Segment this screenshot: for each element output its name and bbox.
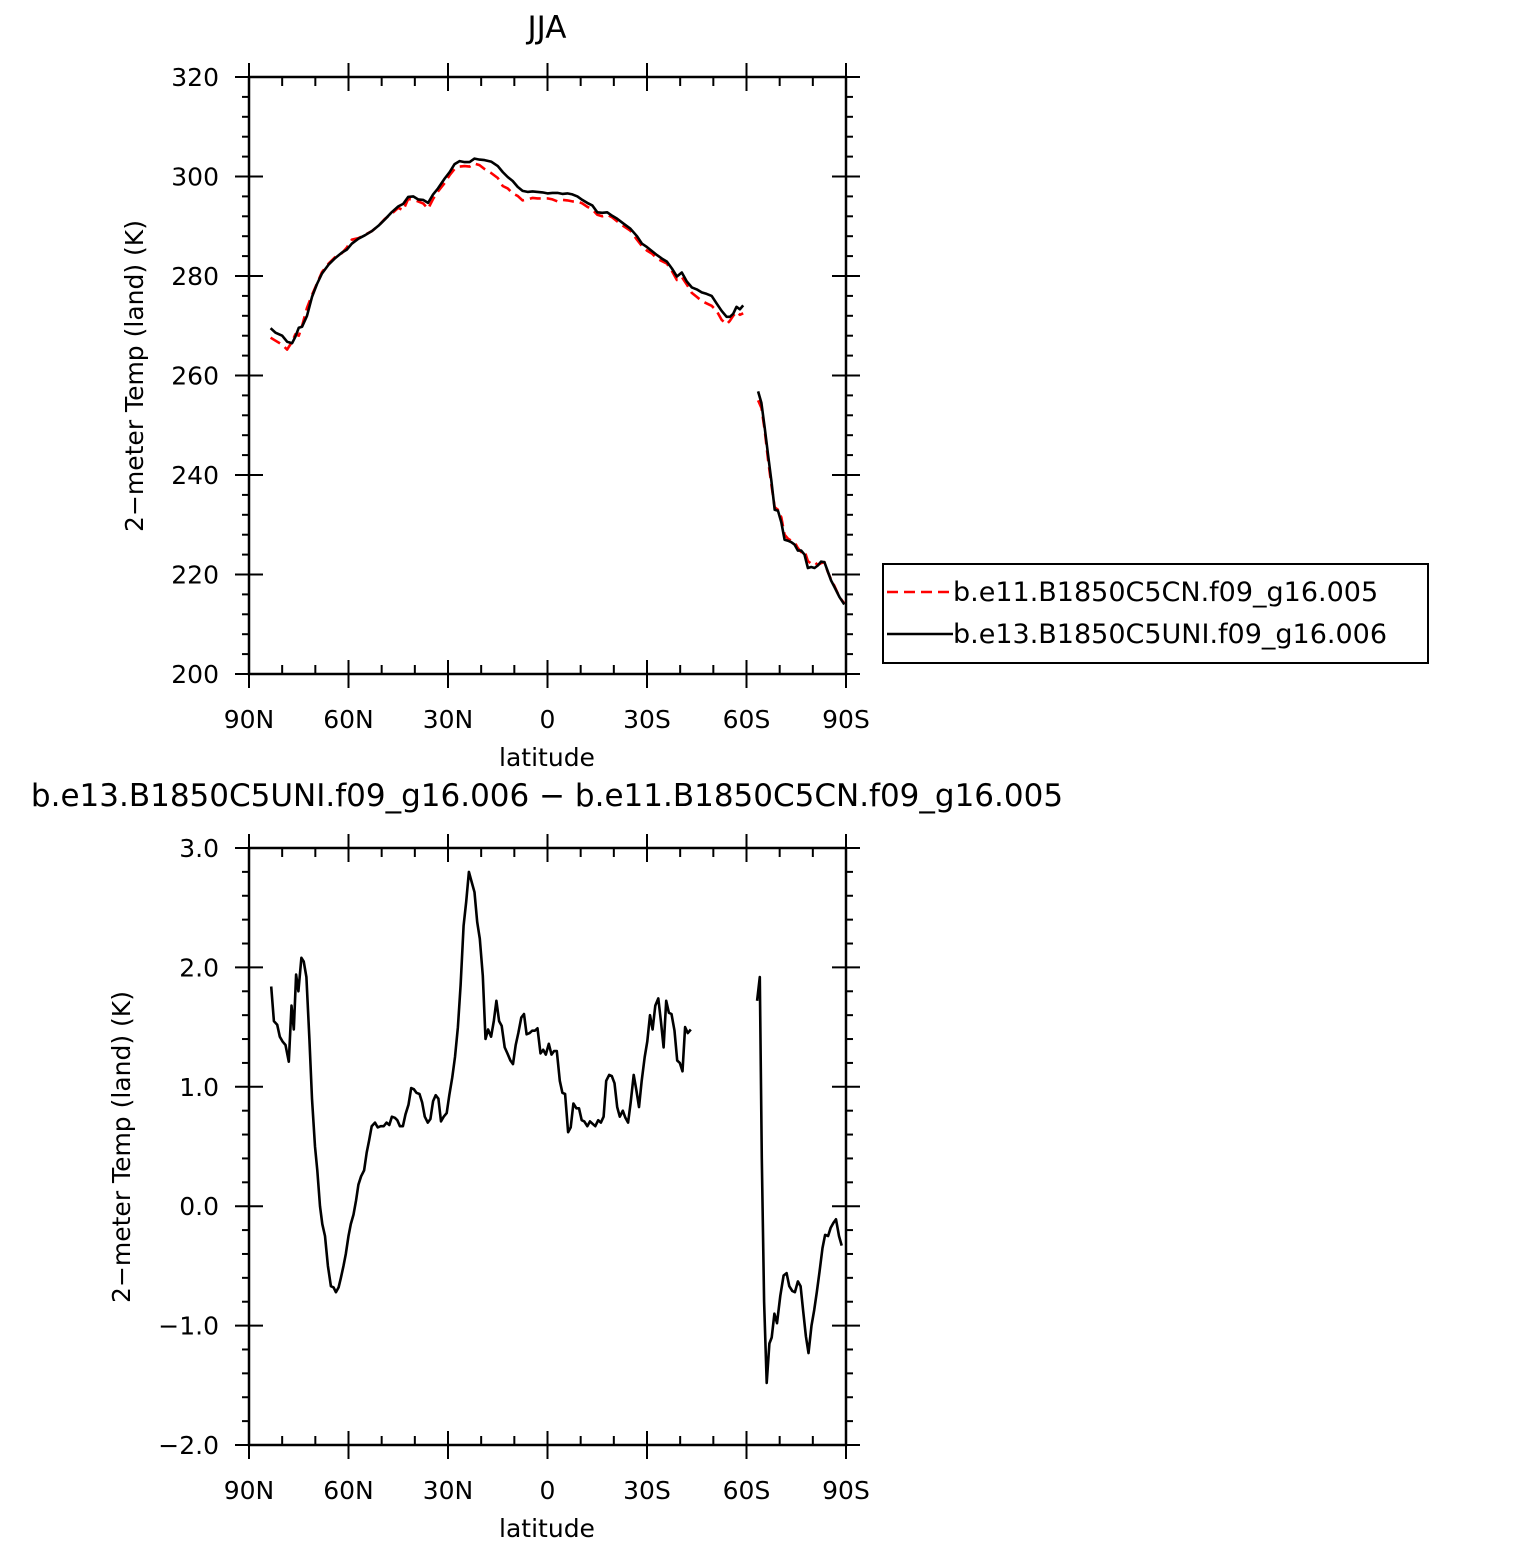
y-tick-label: −1.0 [158,1312,219,1341]
x-tick-label: 60N [323,705,374,734]
series-line-2-segment-1 [269,157,745,345]
x-tick-label: 30S [623,1476,671,1505]
top-panel-ylabel: 2−meter Temp (land) (K) [120,220,149,532]
x-tick-label: 90S [822,1476,870,1505]
top-panel-title: JJA [526,10,567,46]
bottom-panel-title: b.e13.B1850C5UNI.f09_g16.006 − b.e11.B18… [31,778,1063,814]
series-line-2-segment-2 [756,391,846,606]
y-tick-label: 2.0 [179,953,219,982]
series-line-1-segment-2 [755,975,843,1385]
y-tick-label: 1.0 [179,1073,219,1102]
y-tick-label: 260 [171,362,219,391]
x-tick-label: 60S [723,705,771,734]
top-panel-frame [247,75,848,676]
y-tick-label: 280 [171,262,219,291]
x-tick-label: 90N [224,1476,275,1505]
bottom-panel-xlabel: latitude [499,1514,595,1543]
x-tick-label: 30S [623,705,671,734]
bottom-panel-ylabel: 2−meter Temp (land) (K) [107,991,136,1303]
x-tick-label: 30N [423,705,474,734]
y-tick-label: 220 [171,561,219,590]
legend-box [882,563,1429,664]
top-panel-xlabel: latitude [499,743,595,772]
series-line-1-segment-2 [756,399,846,605]
y-tick-label: 240 [171,461,219,490]
y-tick-label: 200 [171,660,219,689]
legend-entry-1: b.e11.B1850C5CN.f09_g16.005 [953,577,1378,608]
x-tick-label: 90N [224,705,275,734]
x-tick-label: 30N [423,1476,474,1505]
series-line-1-segment-1 [269,870,692,1294]
y-tick-label: 0.0 [179,1192,219,1221]
y-tick-label: 3.0 [179,834,219,863]
x-tick-label: 0 [540,705,556,734]
legend: b.e11.B1850C5CN.f09_g16.005 b.e13.B1850C… [882,563,1429,664]
y-tick-label: 320 [171,63,219,92]
y-tick-label: 300 [171,163,219,192]
bottom-panel: b.e13.B1850C5UNI.f09_g16.006 − b.e11.B18… [31,778,1063,1543]
x-tick-label: 60N [323,1476,374,1505]
legend-entry-2: b.e13.B1850C5UNI.f09_g16.006 [953,619,1387,650]
x-tick-label: 60S [723,1476,771,1505]
top-panel: JJA 90N 60N 30N 0 30S 60S 90S 200 220 240 260 280 30… [120,10,870,772]
y-tick-label: −2.0 [158,1431,219,1460]
x-tick-label: 90S [822,705,870,734]
series-line-1-segment-1 [269,162,744,351]
bottom-panel-frame [247,846,848,1447]
x-tick-label: 0 [540,1476,556,1505]
